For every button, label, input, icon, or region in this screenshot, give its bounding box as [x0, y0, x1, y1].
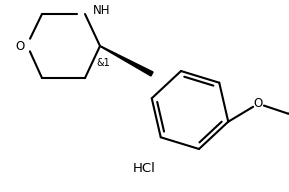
Text: NH: NH — [93, 3, 110, 17]
Text: HCl: HCl — [133, 161, 155, 175]
Polygon shape — [100, 46, 153, 76]
Text: O: O — [15, 40, 25, 52]
Text: &1: &1 — [96, 58, 110, 68]
Text: O: O — [254, 97, 263, 110]
